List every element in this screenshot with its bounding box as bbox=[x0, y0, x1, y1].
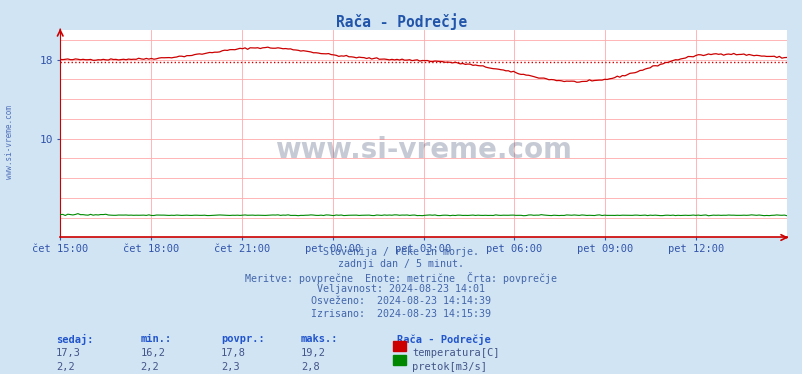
Text: www.si-vreme.com: www.si-vreme.com bbox=[5, 105, 14, 179]
Text: 17,3: 17,3 bbox=[56, 348, 81, 358]
Text: pretok[m3/s]: pretok[m3/s] bbox=[411, 362, 486, 372]
Text: Osveženo:  2024-08-23 14:14:39: Osveženo: 2024-08-23 14:14:39 bbox=[311, 296, 491, 306]
Text: 2,8: 2,8 bbox=[301, 362, 319, 372]
Text: povpr.:: povpr.: bbox=[221, 334, 264, 344]
Text: 19,2: 19,2 bbox=[301, 348, 326, 358]
Text: sedaj:: sedaj: bbox=[56, 334, 94, 344]
Text: www.si-vreme.com: www.si-vreme.com bbox=[275, 136, 571, 164]
Text: zadnji dan / 5 minut.: zadnji dan / 5 minut. bbox=[338, 259, 464, 269]
Text: 2,2: 2,2 bbox=[140, 362, 159, 372]
Text: 2,3: 2,3 bbox=[221, 362, 239, 372]
Text: Rača - Podrečje: Rača - Podrečje bbox=[335, 13, 467, 30]
Text: Meritve: povprečne  Enote: metrične  Črta: povprečje: Meritve: povprečne Enote: metrične Črta:… bbox=[245, 272, 557, 283]
Text: 2,2: 2,2 bbox=[56, 362, 75, 372]
Text: Slovenija / reke in morje.: Slovenija / reke in morje. bbox=[323, 247, 479, 257]
Text: min.:: min.: bbox=[140, 334, 172, 344]
Text: maks.:: maks.: bbox=[301, 334, 338, 344]
Text: temperatura[C]: temperatura[C] bbox=[411, 348, 499, 358]
Text: Izrisano:  2024-08-23 14:15:39: Izrisano: 2024-08-23 14:15:39 bbox=[311, 309, 491, 319]
Text: Rača - Podrečje: Rača - Podrečje bbox=[397, 334, 491, 344]
Text: 16,2: 16,2 bbox=[140, 348, 165, 358]
Text: Veljavnost: 2024-08-23 14:01: Veljavnost: 2024-08-23 14:01 bbox=[317, 284, 485, 294]
Text: 17,8: 17,8 bbox=[221, 348, 245, 358]
